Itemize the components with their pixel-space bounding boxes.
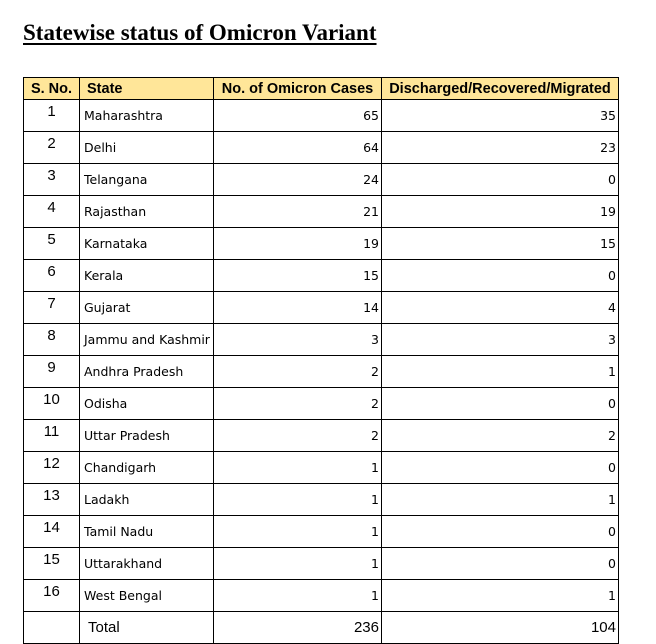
cases-cell: 1 bbox=[213, 451, 382, 484]
state-cell: Tamil Nadu bbox=[79, 515, 214, 548]
table-row: 6 Kerala 15 0 bbox=[23, 259, 619, 292]
table-header-row: S. No. State No. of Omicron Cases Discha… bbox=[23, 77, 619, 100]
table-row: 4 Rajasthan 21 19 bbox=[23, 195, 619, 228]
omicron-status-table: S. No. State No. of Omicron Cases Discha… bbox=[23, 77, 619, 644]
sno-cell: 4 bbox=[23, 195, 80, 228]
table-row: 3 Telangana 24 0 bbox=[23, 163, 619, 196]
state-cell: Maharashtra bbox=[79, 99, 214, 132]
state-cell: Ladakh bbox=[79, 483, 214, 516]
total-label: Total bbox=[79, 611, 214, 644]
table-row: 5 Karnataka 19 15 bbox=[23, 227, 619, 260]
state-cell: Karnataka bbox=[79, 227, 214, 260]
state-cell: West Bengal bbox=[79, 579, 214, 612]
discharged-cell: 1 bbox=[381, 355, 619, 388]
page-title: Statewise status of Omicron Variant bbox=[23, 20, 377, 45]
discharged-cell: 19 bbox=[381, 195, 619, 228]
table-row: 12 Chandigarh 1 0 bbox=[23, 451, 619, 484]
cases-cell: 1 bbox=[213, 483, 382, 516]
header-state: State bbox=[79, 77, 214, 100]
sno-cell: 7 bbox=[23, 291, 80, 324]
state-cell: Kerala bbox=[79, 259, 214, 292]
discharged-cell: 4 bbox=[381, 291, 619, 324]
state-cell: Chandigarh bbox=[79, 451, 214, 484]
table-row: 16 West Bengal 1 1 bbox=[23, 579, 619, 612]
header-discharged: Discharged/Recovered/Migrated bbox=[381, 77, 619, 100]
sno-cell: 6 bbox=[23, 259, 80, 292]
cases-cell: 2 bbox=[213, 419, 382, 452]
total-sno-cell bbox=[23, 611, 80, 644]
table-row: 1 Maharashtra 65 35 bbox=[23, 99, 619, 132]
discharged-cell: 23 bbox=[381, 131, 619, 164]
state-cell: Delhi bbox=[79, 131, 214, 164]
sno-cell: 13 bbox=[23, 483, 80, 516]
discharged-cell: 35 bbox=[381, 99, 619, 132]
table-row: 13 Ladakh 1 1 bbox=[23, 483, 619, 516]
total-row: Total 236 104 bbox=[23, 611, 619, 644]
table-row: 14 Tamil Nadu 1 0 bbox=[23, 515, 619, 548]
state-cell: Rajasthan bbox=[79, 195, 214, 228]
discharged-cell: 0 bbox=[381, 259, 619, 292]
discharged-cell: 0 bbox=[381, 515, 619, 548]
sno-cell: 9 bbox=[23, 355, 80, 388]
discharged-cell: 0 bbox=[381, 387, 619, 420]
sno-cell: 1 bbox=[23, 99, 80, 132]
table-row: 8 Jammu and Kashmir 3 3 bbox=[23, 323, 619, 356]
sno-cell: 16 bbox=[23, 579, 80, 612]
cases-cell: 1 bbox=[213, 515, 382, 548]
cases-cell: 15 bbox=[213, 259, 382, 292]
table-row: 15 Uttarakhand 1 0 bbox=[23, 547, 619, 580]
cases-cell: 1 bbox=[213, 547, 382, 580]
table-row: 9 Andhra Pradesh 2 1 bbox=[23, 355, 619, 388]
cases-cell: 2 bbox=[213, 387, 382, 420]
state-cell: Jammu and Kashmir bbox=[79, 323, 214, 356]
cases-cell: 64 bbox=[213, 131, 382, 164]
state-cell: Gujarat bbox=[79, 291, 214, 324]
cases-cell: 21 bbox=[213, 195, 382, 228]
sno-cell: 14 bbox=[23, 515, 80, 548]
total-cases: 236 bbox=[213, 611, 382, 644]
state-cell: Uttar Pradesh bbox=[79, 419, 214, 452]
sno-cell: 10 bbox=[23, 387, 80, 420]
discharged-cell: 15 bbox=[381, 227, 619, 260]
discharged-cell: 1 bbox=[381, 579, 619, 612]
header-sno: S. No. bbox=[23, 77, 80, 100]
sno-cell: 8 bbox=[23, 323, 80, 356]
cases-cell: 2 bbox=[213, 355, 382, 388]
sno-cell: 11 bbox=[23, 419, 80, 452]
cases-cell: 24 bbox=[213, 163, 382, 196]
table-row: 11 Uttar Pradesh 2 2 bbox=[23, 419, 619, 452]
cases-cell: 19 bbox=[213, 227, 382, 260]
total-discharged: 104 bbox=[381, 611, 619, 644]
sno-cell: 3 bbox=[23, 163, 80, 196]
state-cell: Andhra Pradesh bbox=[79, 355, 214, 388]
discharged-cell: 0 bbox=[381, 163, 619, 196]
table-row: 2 Delhi 64 23 bbox=[23, 131, 619, 164]
state-cell: Telangana bbox=[79, 163, 214, 196]
sno-cell: 15 bbox=[23, 547, 80, 580]
table-row: 7 Gujarat 14 4 bbox=[23, 291, 619, 324]
discharged-cell: 2 bbox=[381, 419, 619, 452]
discharged-cell: 1 bbox=[381, 483, 619, 516]
cases-cell: 14 bbox=[213, 291, 382, 324]
header-cases: No. of Omicron Cases bbox=[213, 77, 382, 100]
state-cell: Uttarakhand bbox=[79, 547, 214, 580]
cases-cell: 65 bbox=[213, 99, 382, 132]
sno-cell: 12 bbox=[23, 451, 80, 484]
discharged-cell: 0 bbox=[381, 451, 619, 484]
table-row: 10 Odisha 2 0 bbox=[23, 387, 619, 420]
cases-cell: 3 bbox=[213, 323, 382, 356]
cases-cell: 1 bbox=[213, 579, 382, 612]
sno-cell: 5 bbox=[23, 227, 80, 260]
discharged-cell: 3 bbox=[381, 323, 619, 356]
state-cell: Odisha bbox=[79, 387, 214, 420]
discharged-cell: 0 bbox=[381, 547, 619, 580]
sno-cell: 2 bbox=[23, 131, 80, 164]
